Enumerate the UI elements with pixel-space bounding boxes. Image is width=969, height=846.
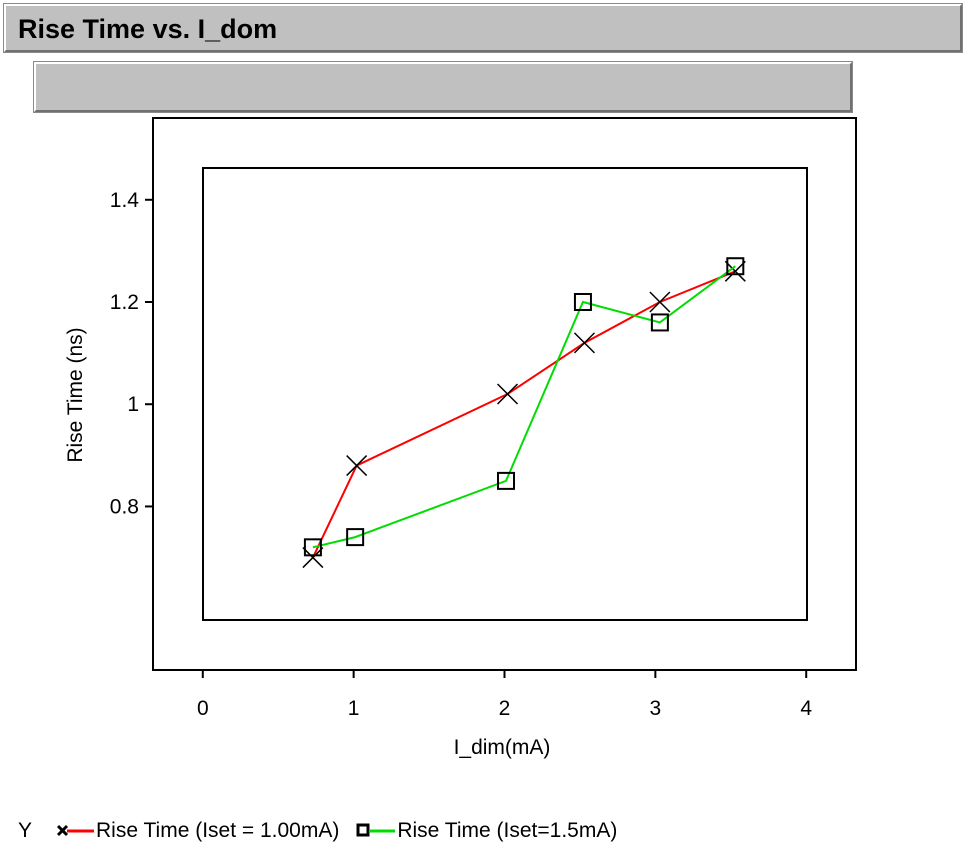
data-point-x	[302, 547, 324, 569]
x-icon	[56, 824, 95, 837]
data-point-square	[573, 293, 592, 311]
data-point-square	[650, 313, 669, 332]
x-marker-stroke	[302, 547, 324, 569]
legend-label-2: Rise Time (Iset=1.5mA)	[397, 819, 618, 842]
legend-prefix: Y	[18, 819, 33, 842]
x-marker-stroke	[573, 332, 595, 354]
series-layer	[302, 257, 746, 569]
y-tick-label: 1.2	[110, 291, 139, 314]
data-point-square	[346, 528, 365, 547]
data-point-x	[724, 260, 746, 282]
x-axis: 0 1 2 3 4	[197, 670, 812, 720]
data-point-square	[726, 257, 745, 276]
legend-item-2: Rise Time (Iset=1.5mA)	[355, 819, 617, 843]
x-tick-label: 0	[197, 697, 209, 720]
x-marker-stroke	[724, 260, 746, 282]
data-point-square	[497, 471, 516, 490]
x-marker-stroke	[649, 291, 671, 313]
y-axis: 0.8 1 1.2 1.4	[110, 189, 153, 518]
x-tick-label: 2	[499, 697, 511, 720]
legend: Y Rise Time (Iset = 1.00mA) Rise Time (I…	[18, 816, 633, 846]
data-point-x	[346, 455, 368, 477]
subtitle-panel	[34, 62, 852, 112]
axis-box	[202, 167, 808, 621]
data-point-square	[303, 538, 322, 557]
x-tick-label: 1	[348, 697, 360, 720]
x-tick-label: 3	[650, 697, 662, 720]
series-line-1	[312, 270, 736, 558]
square-icon	[356, 823, 396, 837]
legend-item-1: Rise Time (Iset = 1.00mA)	[54, 819, 339, 843]
y-tick-label: 1	[127, 393, 139, 416]
y-tick-label: 1.4	[110, 189, 140, 212]
data-point-x	[496, 383, 519, 405]
legend-label-1: Rise Time (Iset = 1.00mA)	[96, 819, 340, 842]
x-marker-stroke	[496, 383, 519, 405]
chart-title: Rise Time vs. I_dom	[18, 14, 278, 44]
data-point-x	[573, 332, 595, 354]
plot-area: 0 1 2 3 4 0.8 1 1.2 1.4 I_dim(mA) Rise Time (ns…	[64, 117, 857, 759]
data-point-x	[649, 291, 671, 313]
plot-frame	[152, 117, 857, 671]
y-tick-label: 0.8	[110, 495, 139, 518]
x-axis-label: I_dim(mA)	[454, 736, 551, 759]
x-marker-stroke	[346, 455, 368, 477]
title-bar: Rise Time vs. I_dom	[4, 4, 962, 52]
series-line-2	[312, 265, 736, 549]
y-axis-label: Rise Time (ns)	[64, 327, 87, 462]
x-tick-label: 4	[800, 697, 812, 720]
